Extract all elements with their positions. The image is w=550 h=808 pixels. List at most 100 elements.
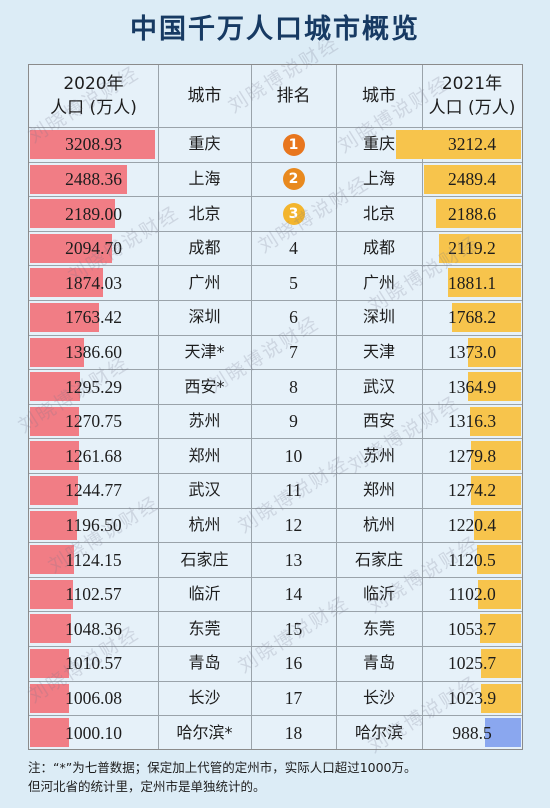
header-2021-population: 2021年 人口 (万人): [422, 72, 522, 120]
rank-value: 16: [284, 653, 303, 674]
header-rank-line-1: 排名: [276, 86, 311, 106]
population-2021-value: 1364.9: [447, 376, 497, 397]
city-2021-name: 苏州: [362, 445, 395, 465]
city-2020-name: 石家庄: [180, 549, 229, 569]
rank-value: 18: [284, 722, 303, 743]
header-city-2020-line-1: 城市: [187, 86, 222, 106]
bar-2021-6: [452, 303, 521, 332]
city-2020-name: 广州: [188, 272, 221, 292]
rank-medal-cell: 1: [251, 126, 336, 162]
bar-2020-4: [30, 233, 112, 263]
row-divider: [29, 438, 522, 440]
city-2021-name: 武汉: [362, 376, 395, 396]
city-2021-name: 石家庄: [354, 549, 403, 569]
row-divider: [29, 127, 522, 128]
population-2020-value: 1048.36: [65, 618, 122, 639]
row-divider: [29, 369, 522, 371]
bar-2021-13: [477, 545, 521, 575]
row-divider: [29, 611, 522, 613]
row-divider: [29, 542, 522, 544]
population-2021-value: 1274.2: [447, 480, 497, 501]
rank-value: 5: [289, 272, 298, 293]
city-2020-name: 北京: [188, 203, 221, 223]
city-2021-name: 北京: [362, 203, 395, 223]
city-2021-name: 广州: [362, 272, 395, 292]
header-city-2021: 城市: [336, 84, 422, 108]
population-2020-value: 1010.57: [65, 653, 122, 674]
column-divider: [251, 65, 252, 749]
row-divider: [29, 646, 522, 647]
city-2020-name: 哈尔滨*: [176, 722, 233, 742]
city-2021-name: 天津: [362, 341, 395, 361]
population-2020-value: 1763.42: [65, 307, 122, 328]
city-2021-name: 重庆: [362, 134, 395, 154]
population-table: 2020年 人口 (万人) 城市 排名 城市 2021年 人口 (万人) 3208.93 重庆 1…: [28, 64, 523, 750]
city-2021-name: 西安: [362, 411, 395, 431]
header-2020-population-line-2: 人口 (万人): [50, 98, 137, 118]
header-rank: 排名: [251, 84, 336, 108]
bar-2020-8: [30, 372, 81, 402]
bar-2021-7: [467, 337, 521, 367]
rank-value: 6: [289, 307, 298, 328]
city-2021-name: 成都: [362, 238, 395, 258]
rank-value: 12: [284, 514, 303, 535]
header-2020-population: 2020年人口 (万人): [29, 72, 158, 120]
city-2020-name: 武汉: [188, 480, 221, 500]
population-2021-value: 1373.0: [447, 341, 497, 362]
rank-value: 15: [284, 618, 303, 639]
footnote: 注：“*”为七普数据；保定加上代管的定州市，实际人口超过1000万。 但河北省的…: [28, 758, 528, 796]
city-2021-name: 青岛: [362, 653, 395, 673]
bar-2020-5: [30, 268, 103, 298]
bar-2021-12: [473, 510, 521, 540]
page-title: 中国千万人口城市概览: [130, 14, 420, 45]
row-divider: [29, 715, 522, 717]
rank-value: 9: [289, 411, 298, 432]
population-2021-value: 1053.7: [447, 618, 497, 639]
bar-2021-1: [396, 130, 521, 159]
city-2021-name: 杭州: [362, 514, 395, 534]
bar-2020-1: [30, 130, 155, 159]
bar-2021-9: [469, 406, 521, 436]
bar-2021-5: [447, 268, 521, 298]
population-2021-value: 1220.4: [447, 514, 497, 535]
bar-2020-12: [30, 510, 77, 540]
row-divider: [29, 161, 522, 163]
rank-medal-icon: 3: [282, 203, 305, 225]
bar-2021-17: [481, 683, 521, 713]
bar-2020-2: [30, 164, 127, 194]
bar-2021-11: [471, 476, 521, 505]
rank-medal-cell: 3: [251, 196, 336, 232]
header-2021-population-line-1: 2021年: [441, 74, 503, 94]
population-2020-value: 1270.75: [65, 411, 122, 432]
city-2020-name: 青岛: [188, 653, 221, 673]
city-2020-name: 深圳: [188, 307, 221, 327]
city-2020-name: 天津*: [184, 341, 225, 361]
city-2020-name: 成都: [188, 238, 221, 258]
population-2020-value: 1124.15: [65, 549, 122, 570]
population-2021-value: 1881.1: [447, 272, 497, 293]
city-2020-name: 长沙: [188, 687, 221, 707]
rank-value: 14: [284, 584, 303, 605]
population-2021-value: 2119.2: [448, 238, 496, 259]
bar-2020-3: [30, 199, 116, 229]
row-divider: [29, 473, 522, 474]
population-2020-value: 1295.29: [65, 376, 122, 397]
population-2020-value: 1006.08: [65, 687, 122, 708]
city-2021-name: 临沂: [362, 584, 395, 604]
rank-value: 13: [284, 549, 303, 570]
city-2020-name: 东莞: [188, 618, 221, 638]
bar-2021-2: [424, 164, 521, 194]
city-2020-name: 杭州: [188, 514, 221, 534]
column-divider: [158, 65, 159, 749]
city-2020-name: 苏州: [188, 411, 221, 431]
rank-medal-cell: 2: [251, 161, 336, 197]
population-2020-value: 1386.60: [65, 341, 122, 362]
bar-2020-17: [30, 683, 70, 713]
city-2021-name: 哈尔滨: [354, 722, 403, 742]
row-divider: [29, 403, 522, 405]
city-2021-name: 深圳: [362, 307, 395, 327]
rank-value: 4: [289, 238, 298, 259]
bar-2020-15: [30, 614, 71, 644]
bar-2020-18: [30, 718, 69, 748]
header-2020-population-line-1: 2020年: [63, 74, 124, 94]
